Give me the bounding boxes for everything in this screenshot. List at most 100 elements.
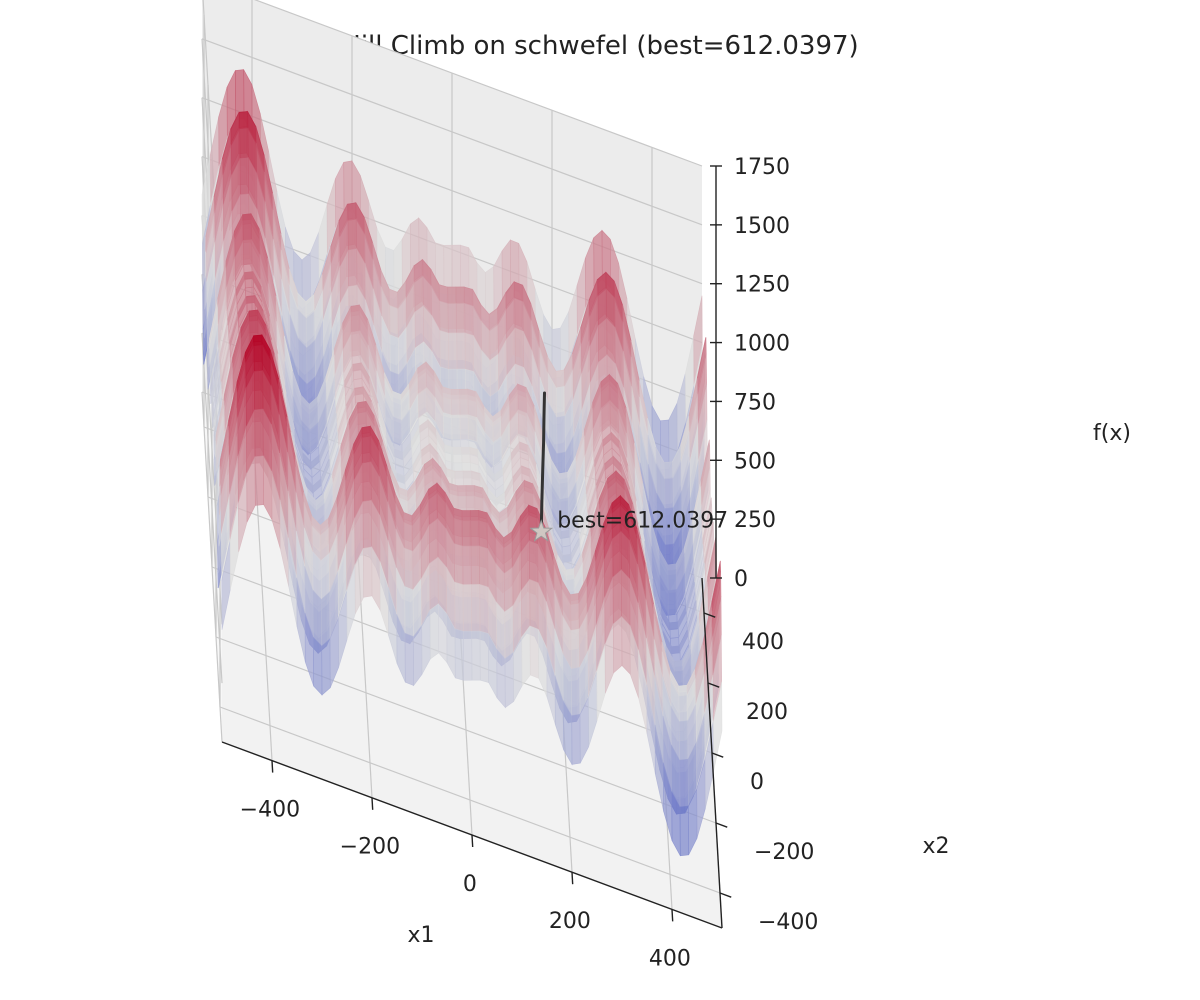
surface-patch <box>514 297 524 332</box>
surface-patch <box>570 666 581 716</box>
surface-patch <box>248 309 259 322</box>
z-tick-label: 1250 <box>734 273 790 298</box>
surface-patch <box>238 111 249 130</box>
grid-line-z-back <box>201 38 703 226</box>
surface-patch <box>570 628 581 670</box>
surface-patch <box>679 805 690 857</box>
surface-patch <box>439 300 449 334</box>
surface-patch <box>350 310 361 333</box>
surface-patch <box>529 625 540 679</box>
surface-patch <box>504 605 514 660</box>
grid-line-z-back <box>201 97 703 285</box>
x-tick-mark <box>271 760 274 773</box>
y-tick-mark <box>703 612 716 618</box>
surface-patch <box>667 569 678 591</box>
surface-patch <box>561 536 571 548</box>
surface-patch <box>469 510 480 521</box>
surface-patch <box>565 568 576 581</box>
surface-patch <box>453 543 464 585</box>
surface-patch <box>239 127 249 159</box>
y-tick-label: −400 <box>758 910 818 935</box>
y-axis-label: x2 <box>922 834 949 859</box>
surface-patch <box>453 517 464 547</box>
surface-patch <box>673 659 684 672</box>
surface-patch <box>478 545 489 588</box>
surface-patch <box>450 394 461 416</box>
surface-patch <box>254 408 264 457</box>
surface-patch <box>242 218 253 241</box>
z-tick-label: 1750 <box>734 155 790 180</box>
surface-patch <box>678 684 688 697</box>
surface-patch <box>404 632 415 686</box>
grid-line-y-floor <box>219 706 721 894</box>
surface-patch <box>242 238 253 265</box>
surface-patch <box>712 681 723 771</box>
y-tick-label: −200 <box>754 840 814 865</box>
surface-patch <box>451 414 461 440</box>
surface-patch <box>392 416 403 445</box>
y-tick-mark <box>707 682 720 688</box>
surface-patch <box>667 589 678 616</box>
search-path <box>539 391 546 534</box>
surface-patch <box>664 477 674 509</box>
z-tick-label: 500 <box>734 449 776 474</box>
x-tick-label: 0 <box>463 872 477 897</box>
surface-patch <box>362 499 373 549</box>
x-tick-mark <box>471 834 474 848</box>
surface-patch <box>678 694 689 722</box>
best-annotation: best=612.0397 <box>529 509 728 542</box>
surface-patch <box>347 202 357 221</box>
x-tick-label: 400 <box>649 946 691 971</box>
surface-patch <box>312 636 323 696</box>
surface-patch <box>244 271 254 280</box>
x-tick-label: 200 <box>549 909 591 934</box>
surface-patch <box>320 552 331 600</box>
surface-patch <box>246 295 256 312</box>
surface-patch <box>239 156 250 195</box>
best-label: best=612.0397 <box>557 509 728 534</box>
surface-patch <box>458 388 469 396</box>
surface-patch <box>528 540 539 583</box>
surface-patch <box>455 302 466 334</box>
surface-patch <box>597 317 608 363</box>
surface-patch <box>414 304 425 349</box>
surface-patch <box>471 630 481 681</box>
surface-patch <box>412 624 423 687</box>
surface-patch <box>467 414 478 443</box>
surface-patch <box>612 615 623 674</box>
surface-patch <box>320 591 331 647</box>
z-tick-label: 750 <box>734 390 776 415</box>
surface-patch <box>447 303 458 334</box>
surface-patch <box>347 218 358 251</box>
surface-patch <box>464 302 474 336</box>
y-tick-mark <box>711 752 724 758</box>
surface-patch <box>669 621 679 630</box>
x-tick-mark <box>671 909 674 922</box>
surface-patch <box>447 286 457 304</box>
surface-patch <box>521 625 531 687</box>
surface-patch <box>352 369 363 381</box>
surface-patch <box>357 400 367 414</box>
surface-patch <box>454 581 464 632</box>
y-tick-label: 0 <box>750 770 764 795</box>
surface-patch <box>404 585 414 637</box>
surface-patch <box>571 713 581 765</box>
x-tick-mark <box>371 797 374 810</box>
surface-patch <box>462 470 473 487</box>
surface-patch <box>464 332 475 372</box>
surface-patch <box>362 461 372 502</box>
surface-patch <box>529 578 539 630</box>
surface-patch <box>429 556 439 611</box>
surface-patch <box>478 519 489 549</box>
surface-patch <box>470 545 481 585</box>
surface-patch <box>517 409 528 438</box>
x-axis-label: x1 <box>407 923 434 948</box>
grid-line-y-floor <box>215 636 717 824</box>
surface-patch <box>403 521 414 552</box>
surface-patch <box>244 277 255 289</box>
surface-patch <box>254 455 265 506</box>
surface-patch <box>503 566 514 613</box>
surface-patch <box>362 546 373 598</box>
surface-patch <box>457 485 467 497</box>
surface-patch <box>455 286 466 304</box>
